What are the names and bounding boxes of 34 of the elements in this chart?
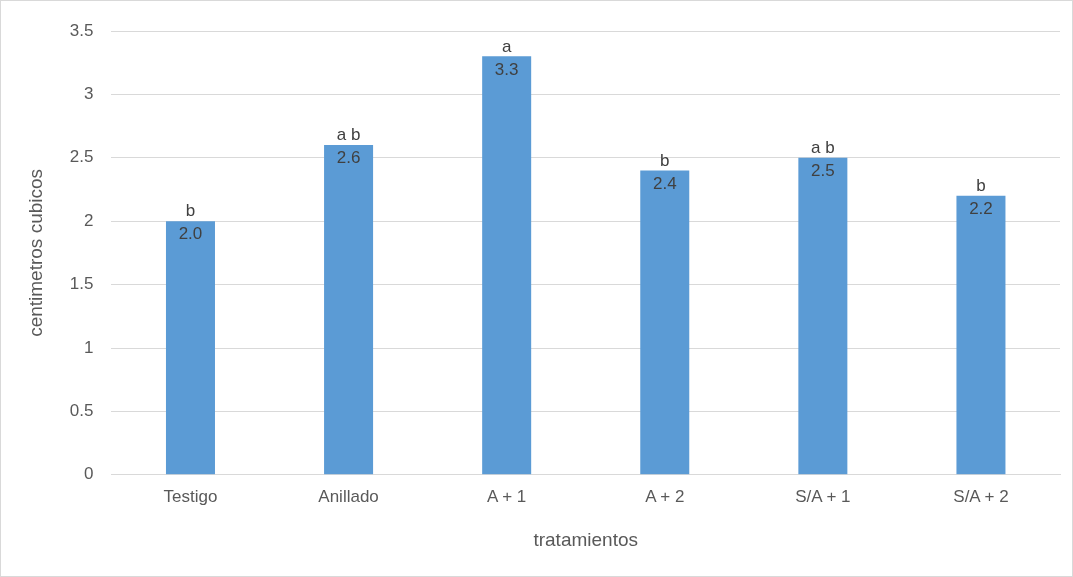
y-tick-label: 0.5	[69, 401, 94, 421]
data-label: 2.4	[652, 173, 677, 193]
y-axis-title: centimetros cubicos	[24, 168, 46, 337]
y-tick-label: 3	[83, 84, 94, 104]
bar	[482, 56, 532, 475]
x-tick-label: A + 1	[487, 486, 527, 506]
x-tick-label: Testigo	[163, 486, 218, 506]
data-label: 2.2	[969, 199, 993, 219]
x-tick-label: A + 2	[645, 486, 685, 506]
bar	[956, 195, 1006, 475]
y-tick-label: 2.5	[69, 147, 94, 167]
bar	[640, 170, 690, 475]
annotation: b	[660, 150, 670, 170]
bar	[324, 145, 374, 475]
bar	[798, 157, 848, 475]
data-label: 2.0	[178, 224, 203, 244]
annotation: b	[185, 201, 196, 221]
annotation: a	[501, 36, 512, 56]
data-label: 2.6	[336, 148, 361, 168]
y-tick-label: 1	[83, 337, 94, 357]
data-label: 2.5	[811, 160, 835, 180]
annotation: a b	[811, 137, 835, 157]
annotation: b	[976, 176, 986, 196]
y-tick-label: 3.5	[69, 20, 94, 40]
x-axis-title: tratamientos	[533, 528, 638, 550]
x-tick-label: S/A + 1	[795, 486, 851, 506]
y-tick-label: 0	[83, 464, 94, 484]
bar	[165, 221, 215, 475]
x-tick-label: S/A + 2	[953, 486, 1009, 506]
x-tick-label: Anillado	[318, 486, 379, 506]
annotation: a b	[336, 125, 361, 145]
y-tick-label: 2	[83, 210, 94, 230]
data-label: 3.3	[494, 59, 519, 79]
y-tick-label: 1.5	[69, 274, 94, 294]
